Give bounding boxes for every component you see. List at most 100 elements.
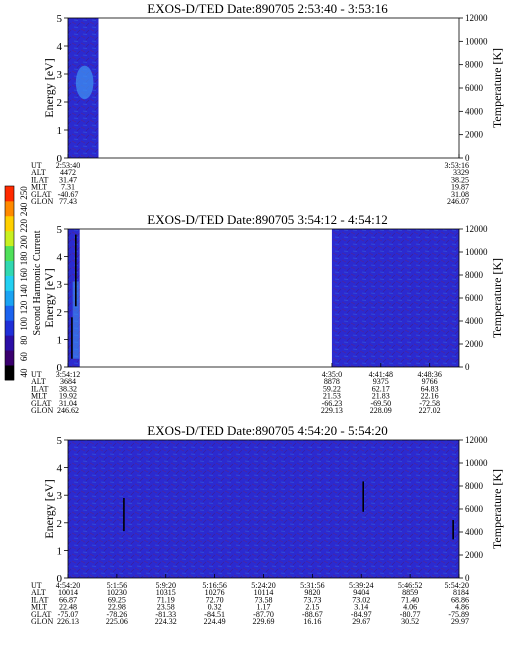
- y-right-tick-label: 6000: [465, 293, 484, 303]
- readout-value: 9820: [304, 588, 320, 597]
- colorbar-segment: [5, 275, 14, 291]
- panel-title: EXOS-D/TED Date:890705 2:53:40 - 3:53:16: [147, 1, 388, 16]
- y-right-tick-label: 4000: [465, 106, 484, 116]
- readout-value: -72.58: [419, 399, 440, 408]
- readout-value: 31.04: [59, 399, 77, 408]
- readout-value: 3684: [60, 377, 76, 386]
- y-right-tick-label: 2000: [465, 130, 484, 140]
- readout-value: 225.06: [106, 617, 128, 626]
- y-right-axis-label: Temperature [K]: [490, 48, 504, 128]
- readout-value: 38.25: [451, 175, 469, 184]
- readout-value: 5:16:56: [202, 581, 226, 590]
- y-right-tick-label: 10000: [465, 458, 488, 468]
- colorbar-segment: [5, 230, 14, 247]
- readout-value: 29.97: [451, 617, 469, 626]
- readout-value: 246.62: [57, 406, 79, 415]
- readout-value: 5:31:56: [300, 581, 324, 590]
- y-right-tick-label: 2000: [465, 339, 484, 349]
- readout-value: 2.15: [305, 603, 319, 612]
- y-right-tick-label: 8000: [465, 481, 484, 491]
- colorbar-tick-label: 240: [19, 202, 29, 216]
- readout-value: -88.67: [302, 610, 323, 619]
- readout-value: 8859: [402, 588, 418, 597]
- readout-value: 19.87: [451, 183, 469, 192]
- readout-value: 226.13: [57, 617, 79, 626]
- y-right-tick-label: 8000: [465, 270, 484, 280]
- readout-value: -75.89: [448, 610, 469, 619]
- readout-value: 71.40: [401, 595, 419, 604]
- readout-value: 10014: [58, 588, 78, 597]
- y-right-tick-label: 8000: [465, 60, 484, 70]
- colorbar-tick-label: 160: [19, 268, 29, 282]
- readout-row-label: MLT: [31, 392, 47, 401]
- readout-value: 10276: [205, 588, 225, 597]
- readout-value: 21.53: [323, 392, 341, 401]
- readout-value: 4:35:0: [322, 370, 342, 379]
- panel: EXOS-D/TED Date:890705 3:54:12 - 4:54:12…: [31, 212, 504, 415]
- readout-value: 1.17: [257, 603, 271, 612]
- y-tick-label: 4: [57, 41, 63, 53]
- readout-row-label: GLON: [31, 197, 53, 206]
- colorbar-segment: [5, 186, 14, 202]
- readout-value: 229.69: [253, 617, 275, 626]
- readout-value: -75.07: [58, 610, 79, 619]
- y-tick-label: 3: [57, 279, 63, 291]
- y-tick-label: 4: [57, 463, 63, 475]
- readout-value: 224.49: [204, 617, 226, 626]
- colorbar-segment: [5, 245, 14, 262]
- colorbar-segment: [5, 305, 14, 321]
- readout-value: 228.09: [370, 406, 392, 415]
- readout-value: 10315: [156, 588, 176, 597]
- readout-value: 69.25: [108, 595, 126, 604]
- readout-value: 3.14: [354, 603, 368, 612]
- y-tick-label: 1: [57, 334, 63, 346]
- readout-row-label: MLT: [31, 183, 47, 192]
- readout-value: -81.33: [155, 610, 176, 619]
- readout-value: 5:24:20: [251, 581, 275, 590]
- readout-value: 7.31: [61, 183, 75, 192]
- readout-row-label: GLAT: [31, 190, 52, 199]
- panel-title: EXOS-D/TED Date:890705 3:54:12 - 4:54:12: [147, 212, 387, 227]
- colorbar-segment: [5, 215, 14, 232]
- y-tick-label: 5: [57, 224, 63, 236]
- readout-value: 10114: [254, 588, 274, 597]
- colorbar-segment: [5, 320, 14, 336]
- colorbar-segment: [5, 350, 14, 366]
- readout-value: 10230: [107, 588, 127, 597]
- readout-value: 31.08: [451, 190, 469, 199]
- readout-value: 59.22: [323, 384, 341, 393]
- y-tick-label: 2: [57, 307, 63, 319]
- readout-value: 64.83: [421, 384, 439, 393]
- y-tick-label: 2: [57, 518, 63, 530]
- plot-frame: [67, 17, 460, 159]
- readout-value: -84.97: [351, 610, 372, 619]
- y-right-tick-label: 0: [465, 362, 470, 372]
- readout-value: -78.26: [107, 610, 128, 619]
- readout-value: 73.73: [303, 595, 321, 604]
- readout-value: 22.98: [108, 603, 126, 612]
- colorbar-tick-label: 40: [19, 368, 29, 378]
- colorbar-segment: [5, 335, 14, 351]
- readout-value: -87.70: [253, 610, 274, 619]
- readout-value: 3:53:16: [445, 161, 469, 170]
- readout-value: 4.06: [403, 603, 417, 612]
- readout-value: 0.32: [208, 603, 222, 612]
- colorbar-segment: [5, 290, 14, 306]
- y-tick-label: 5: [57, 435, 63, 447]
- readout-value: -84.51: [204, 610, 225, 619]
- readout-value: 72.70: [206, 595, 224, 604]
- y-right-tick-label: 0: [465, 153, 470, 163]
- colorbar-tick-label: 250: [19, 186, 29, 200]
- data-region: [68, 440, 459, 578]
- readout-value: 23.58: [157, 603, 175, 612]
- colorbar-segment: [5, 365, 14, 381]
- readout-value: 19.92: [59, 392, 77, 401]
- readout-value: 229.13: [321, 406, 343, 415]
- readout-value: 224.32: [155, 617, 177, 626]
- y-right-tick-label: 0: [465, 573, 470, 583]
- y-right-tick-label: 6000: [465, 83, 484, 93]
- colorbar-tick-label: 140: [19, 284, 29, 298]
- readout-value: 29.67: [352, 617, 370, 626]
- readout-value: 8184: [453, 588, 469, 597]
- colorbar-tick-label: 80: [19, 335, 29, 345]
